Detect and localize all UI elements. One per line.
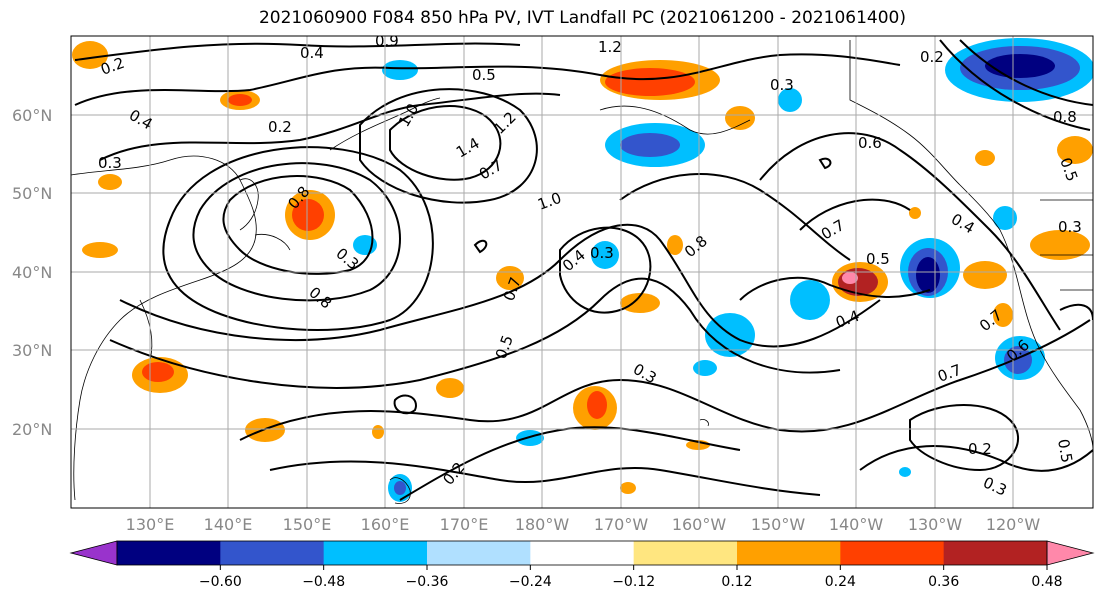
colorbar-tick-label: 0.12: [721, 574, 752, 590]
colorbar-extend-high: [1046, 540, 1095, 566]
map-title: 2021060900 F084 850 hPa PV, IVT Landfall…: [258, 8, 906, 28]
longitude-labels: 130°E 140°E 150°E 160°E 170°E 180°W 170°…: [126, 515, 1041, 534]
lon-label: 170°W: [594, 515, 649, 534]
contour-label: 0.3: [1058, 218, 1082, 236]
contour-label: 0.5: [1054, 438, 1076, 465]
contour-label: 0.3: [98, 154, 122, 172]
colorbar-segments: [117, 541, 1048, 565]
colorbar-segment: [737, 541, 841, 565]
colorbar-segment: [323, 541, 428, 565]
lon-label: 130°W: [908, 515, 963, 534]
colorbar: −0.60 −0.48 −0.36 −0.24 −0.12 0.12 0.24 0.36 0.4…: [69, 540, 1095, 590]
lat-label: 30°N: [12, 341, 52, 360]
contour-label: 0.4: [300, 44, 324, 62]
colorbar-tick-label: −0.60: [199, 574, 242, 590]
map-frame: [70, 35, 1094, 509]
contour-label: 0.2: [968, 440, 992, 458]
contour-label: 0.6: [858, 134, 882, 152]
contour-label: 0.2: [920, 48, 944, 66]
lon-label: 150°E: [283, 515, 332, 534]
colorbar-tick-label: −0.24: [509, 574, 552, 590]
lon-label: 120°W: [986, 515, 1041, 534]
ivt-contours: [74, 39, 1093, 501]
contour-label: 0.9: [375, 32, 399, 50]
lat-label: 50°N: [12, 184, 52, 203]
gridlines: [71, 36, 1093, 508]
contour-label: 0.2: [268, 118, 292, 136]
lon-label: 180°W: [515, 515, 570, 534]
lon-label: 160°E: [361, 515, 410, 534]
colorbar-segment: [633, 541, 738, 565]
lon-label: 130°E: [126, 515, 175, 534]
colorbar-tick-label: 0.24: [825, 574, 856, 590]
latitude-labels: 60°N 50°N 40°N 30°N 20°N: [12, 106, 52, 439]
contour-label: 0.5: [866, 250, 890, 268]
contour-label: 0.8: [1053, 108, 1077, 126]
lat-label: 60°N: [12, 106, 52, 125]
colorbar-tick-label: −0.12: [612, 574, 655, 590]
lon-label: 140°E: [204, 515, 253, 534]
colorbar-segment: [117, 541, 221, 565]
colorbar-tick-label: −0.48: [302, 574, 345, 590]
contour-label: 0.5: [472, 66, 496, 84]
colorbar-ticks: −0.60 −0.48 −0.36 −0.24 −0.12 0.12 0.24 0.36 0.4…: [199, 565, 1063, 590]
colorbar-segment: [943, 541, 1048, 565]
contour-label: 0.3: [770, 76, 794, 94]
contour-label: 0.3: [590, 244, 614, 262]
colorbar-segment: [840, 541, 945, 565]
lon-label: 150°W: [751, 515, 806, 534]
colorbar-segment: [530, 541, 635, 565]
coastlines: [71, 40, 1093, 504]
lat-label: 20°N: [12, 420, 52, 439]
lon-label: 160°W: [672, 515, 727, 534]
lat-label: 40°N: [12, 263, 52, 282]
colorbar-extend-low: [69, 540, 118, 566]
colorbar-tick-label: −0.36: [406, 574, 449, 590]
contour-label: 1.2: [598, 38, 622, 56]
colorbar-segment: [220, 541, 325, 565]
lon-label: 170°E: [440, 515, 489, 534]
colorbar-tick-label: 0.48: [1031, 574, 1062, 590]
colorbar-tick-label: 0.36: [928, 574, 959, 590]
lon-label: 140°W: [829, 515, 884, 534]
colorbar-segment: [427, 541, 531, 565]
